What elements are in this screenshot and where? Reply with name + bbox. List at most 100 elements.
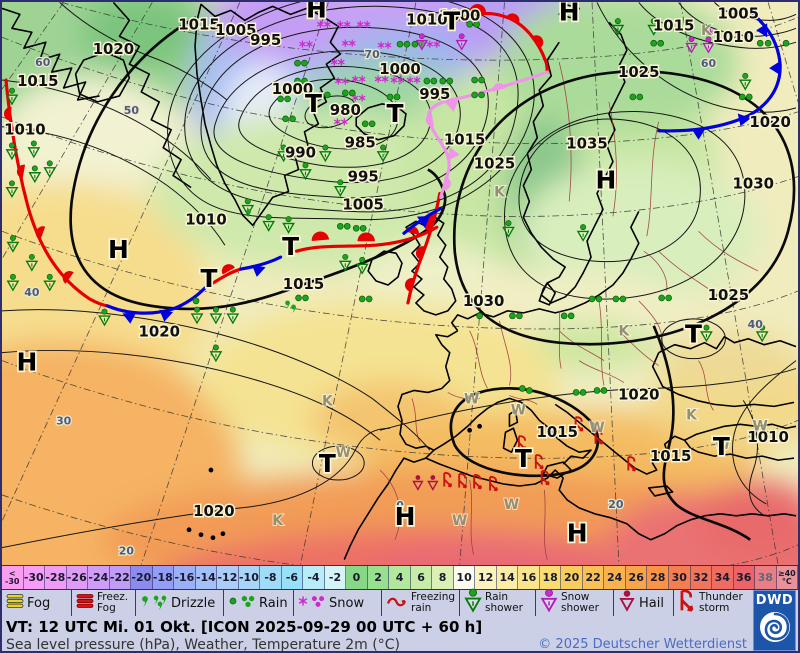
airmass-label: W — [504, 497, 519, 513]
temp-scale-cell: 30 — [668, 566, 691, 589]
freezing-rain-icon — [385, 590, 409, 616]
temp-scale-cell: -2 — [324, 566, 347, 589]
temp-scale-cell: -24 — [88, 566, 110, 589]
temp-scale-cell: -28 — [45, 566, 67, 589]
pressure-center-label: T — [200, 264, 217, 293]
legend-label: Fog — [27, 595, 51, 611]
graticule-label: 0 — [396, 499, 404, 512]
temp-scale-cell: -26 — [66, 566, 89, 589]
temperature-field — [2, 2, 798, 565]
airmass-label: K — [618, 324, 630, 340]
isobar-label: 1010 — [747, 428, 789, 446]
temp-scale-cell: 24 — [604, 566, 626, 589]
snow-shower-icon — [539, 588, 559, 618]
legend-item-thunder-storm: Thunder storm — [674, 589, 755, 616]
legend-label: Freez. Fog — [97, 590, 129, 614]
legend-item-rain-shower: Rain shower — [460, 588, 536, 618]
rain-symbol — [358, 295, 366, 303]
airmass-label: W — [452, 513, 467, 529]
rain-symbol — [509, 312, 516, 320]
isobar-label: 1000 — [272, 80, 314, 98]
isobar-label: 1015 — [653, 16, 695, 34]
rain-symbol — [361, 120, 369, 128]
pressure-center-label: H — [108, 235, 129, 264]
isobar-label: 1030 — [732, 174, 774, 192]
rain-symbol — [629, 93, 637, 101]
pressure-center-label: T — [713, 432, 730, 461]
temp-scale-cell: 4 — [389, 566, 411, 589]
temp-scale-cell: 0 — [346, 566, 368, 589]
airmass-label: K — [686, 407, 698, 423]
coastlines — [2, 2, 797, 560]
isobar-label: 1020 — [138, 323, 180, 341]
airmass-label: W — [753, 418, 768, 434]
rain-symbol — [396, 40, 404, 48]
rain-symbol — [560, 312, 568, 320]
rain-symbol — [657, 39, 665, 47]
rain-symbol — [295, 294, 302, 302]
isobar-label: 1020 — [749, 113, 791, 131]
temp-scale-cell: -18 — [152, 566, 175, 589]
isobar-label: 1015 — [650, 447, 692, 465]
airmass-label: K — [701, 23, 713, 39]
graticule — [2, 2, 798, 565]
temp-scale-cell: -22 — [109, 566, 132, 589]
airmass-label: W — [464, 391, 479, 407]
rain-symbol — [600, 387, 608, 394]
isobar-label: 1015 — [536, 423, 578, 441]
graticule-label: 60 — [35, 56, 51, 69]
rain-symbol — [352, 224, 360, 232]
temp-scale-cell: 10 — [453, 566, 476, 589]
temp-scale-cell: 26 — [625, 566, 648, 589]
temperature-scale: < -30 -30 -28 -26 -24 -22 -20 -18 -16 -14 -12 -10 -8-… — [2, 565, 798, 590]
isobar-label: 990 — [285, 144, 316, 162]
rain-symbol — [579, 389, 587, 396]
temp-scale-cell: 16 — [518, 566, 540, 589]
airmass-label: K — [322, 393, 334, 409]
valid-time-line: VT: 12 UTC Mi. 01 Okt. [ICON 2025-09-29 … — [6, 618, 483, 636]
rain-shower-icon — [463, 588, 483, 618]
pressure-center-label: T — [515, 444, 532, 473]
isobar-label: 1015 — [17, 72, 59, 90]
legend-item-freez.-fog: Freez. Fog — [72, 590, 136, 616]
pressure-center-label: T — [387, 99, 404, 128]
airmass-label: W — [511, 402, 526, 418]
isobar-label: 1025 — [474, 155, 516, 173]
pressure-center-label: H — [559, 2, 580, 26]
legend-label: Snow — [329, 595, 365, 611]
hail-icon — [617, 588, 637, 618]
legend-item-snow: Snow — [294, 590, 382, 616]
isobar-label: 1010 — [185, 210, 227, 228]
graticule-label: 20 — [608, 498, 624, 511]
copyright-text: © 2025 Deutscher Wetterdienst — [538, 637, 747, 652]
isobar-label: 1000 — [379, 60, 421, 78]
isobar-label: 1015 — [283, 275, 325, 293]
rain-symbol — [612, 295, 620, 303]
rain-icon — [227, 590, 257, 616]
map-labels: 1015102010151010100599510001000100010109… — [3, 2, 793, 559]
rain-symbol — [324, 91, 331, 99]
graticule-label: 40 — [748, 318, 764, 331]
subtitle-line: Sea level pressure (hPa), Weather, Tempe… — [2, 637, 755, 652]
weather-legend: Fog Freez. Fog Drizzle Rain Snow Freezing rain R… — [2, 588, 755, 618]
rain-symbol — [738, 93, 746, 101]
airmass-label: K — [494, 184, 506, 200]
rain-symbol — [567, 312, 575, 320]
temp-scale-cell: 28 — [647, 566, 669, 589]
dwd-logo-text: DWD — [755, 593, 794, 608]
temp-scale-cell: -14 — [195, 566, 218, 589]
rain-symbol — [348, 89, 356, 97]
graticule-label: 20 — [119, 545, 135, 558]
temp-scale-cell: 36 — [733, 566, 756, 589]
isobars-bold — [69, 16, 796, 541]
rain-symbol — [446, 77, 454, 85]
rain-symbol — [430, 77, 438, 85]
dwd-logo: DWD — [753, 590, 796, 651]
rain-symbol — [359, 224, 367, 232]
rain-symbol — [365, 295, 373, 303]
airmass-label: W — [336, 445, 351, 461]
rain-symbol — [519, 385, 526, 392]
pressure-center-label: H — [596, 165, 617, 194]
rain-symbol — [471, 91, 478, 99]
isobar-label: 1010 — [406, 10, 448, 28]
